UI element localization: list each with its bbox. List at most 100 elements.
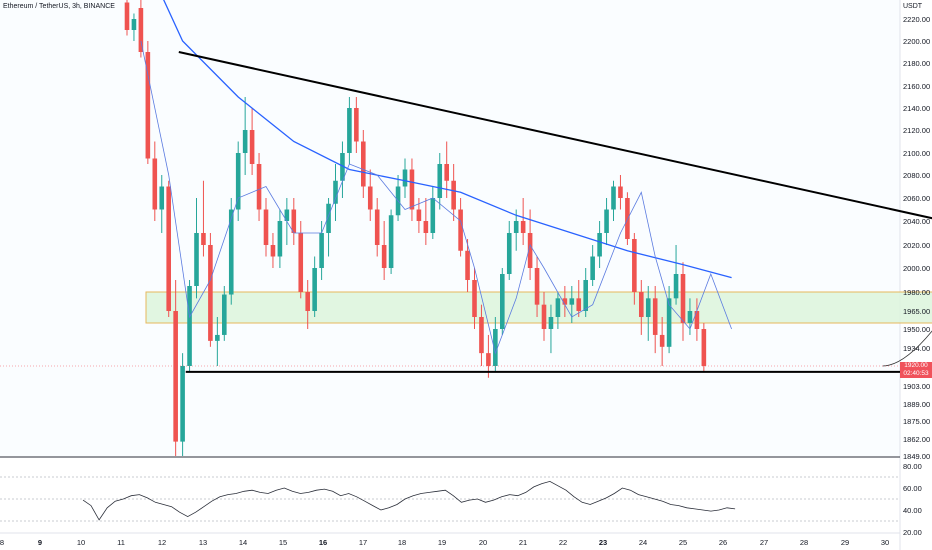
descending-trendline (178, 51, 932, 220)
price-tick-label: 2100.00 (903, 149, 930, 158)
time-tick-label: 11 (117, 538, 125, 547)
candle-body (500, 274, 505, 329)
candle-body (228, 209, 234, 295)
candle-body (201, 233, 206, 245)
rsi-tick-label: 20.00 (903, 528, 922, 537)
candle-body (534, 268, 540, 305)
candle-body (242, 130, 248, 153)
candle-body (187, 286, 192, 366)
candle-body (173, 311, 178, 442)
candle-body (444, 164, 449, 181)
time-tick-label: 19 (438, 538, 446, 547)
candle-body (340, 153, 345, 181)
price-tick-label: 2080.00 (903, 171, 930, 180)
price-tick-label: 2220.00 (903, 15, 930, 24)
time-tick-label: 29 (841, 538, 849, 547)
time-tick-label: 10 (77, 538, 85, 547)
price-tick-label: 2060.00 (903, 194, 930, 203)
candle-body (569, 298, 575, 305)
price-tick-label: 2140.00 (903, 104, 930, 113)
rsi-tick-label: 60.00 (903, 484, 922, 493)
time-tick-label: 30 (881, 538, 889, 547)
candle-body (520, 221, 526, 233)
candle-body (291, 209, 297, 233)
candle-body (388, 215, 394, 268)
candle-body (361, 141, 366, 187)
slow-moving-average (163, 0, 732, 279)
rsi-tick-label: 40.00 (903, 506, 922, 515)
price-tick-label: 2000.00 (903, 264, 930, 273)
candle-body (402, 169, 408, 187)
time-tick-label: 9 (38, 538, 42, 547)
candle-body (451, 180, 456, 210)
candle-body (159, 186, 165, 210)
price-pane (0, 0, 900, 456)
candle-body (152, 158, 158, 210)
chart-title: Ethereum / TetherUS, 3h, BINANCE (3, 3, 115, 10)
candle-body (486, 353, 491, 366)
candle-body (124, 2, 130, 30)
candle-body (611, 186, 616, 210)
candle-body (215, 334, 220, 341)
price-tick-label: 2020.00 (903, 241, 930, 250)
candle-body (458, 209, 463, 251)
candle-body (423, 221, 429, 233)
price-tick-label: 2120.00 (903, 126, 930, 135)
price-tick-label: 1875.00 (903, 417, 930, 426)
time-tick-label: 16 (319, 538, 327, 547)
candle-body (513, 221, 519, 233)
price-tick-label: 2040.00 (903, 217, 930, 226)
candle-body (208, 245, 213, 341)
candle-body (687, 311, 693, 323)
bar-countdown: 02:40:53 (903, 370, 929, 377)
candle-body (472, 280, 477, 317)
rsi-line (82, 480, 736, 521)
candle-body (576, 298, 582, 311)
candle-body (437, 164, 443, 198)
candle-body (541, 304, 547, 329)
candle-body (270, 245, 276, 257)
candle-body (326, 203, 331, 233)
candle-body (319, 233, 324, 268)
candle-body (180, 366, 185, 442)
candle-body (284, 209, 290, 221)
candle-body (138, 8, 144, 52)
candle-body (639, 292, 644, 317)
candle-body (597, 233, 602, 257)
candle-body (659, 334, 665, 347)
candle-body (249, 130, 255, 164)
time-tick-label: 20 (479, 538, 487, 547)
candle-body (256, 164, 262, 210)
price-tick-label: 1980.00 (903, 288, 930, 297)
candle-body (632, 239, 637, 292)
candle-body (618, 186, 623, 198)
time-tick-label: 14 (239, 538, 247, 547)
candle-body (673, 274, 679, 299)
projection-arrow (882, 330, 932, 367)
candle-body (652, 298, 658, 335)
candle-body (333, 180, 338, 204)
candle-body (430, 198, 436, 233)
candle-body (374, 209, 380, 245)
time-tick-label: 24 (639, 538, 647, 547)
candle-body (666, 298, 672, 347)
candle-body (277, 221, 283, 257)
price-tick-label: 1862.00 (903, 435, 930, 444)
candle-body (166, 186, 171, 311)
time-tick-label: 17 (359, 538, 367, 547)
candle-body (479, 317, 484, 354)
time-tick-label: 25 (679, 538, 687, 547)
candle-body (194, 233, 199, 286)
time-tick-label: 21 (519, 538, 527, 547)
candle-body (694, 311, 700, 329)
candle-body (555, 298, 561, 317)
time-tick-label: 13 (199, 538, 207, 547)
candle-body (701, 329, 707, 366)
time-tick-label: 28 (800, 538, 808, 547)
time-tick-label: 12 (158, 538, 166, 547)
candle-body (305, 292, 310, 311)
candle-body (680, 274, 686, 323)
candle-body (354, 108, 359, 142)
time-tick-label: 27 (760, 538, 768, 547)
